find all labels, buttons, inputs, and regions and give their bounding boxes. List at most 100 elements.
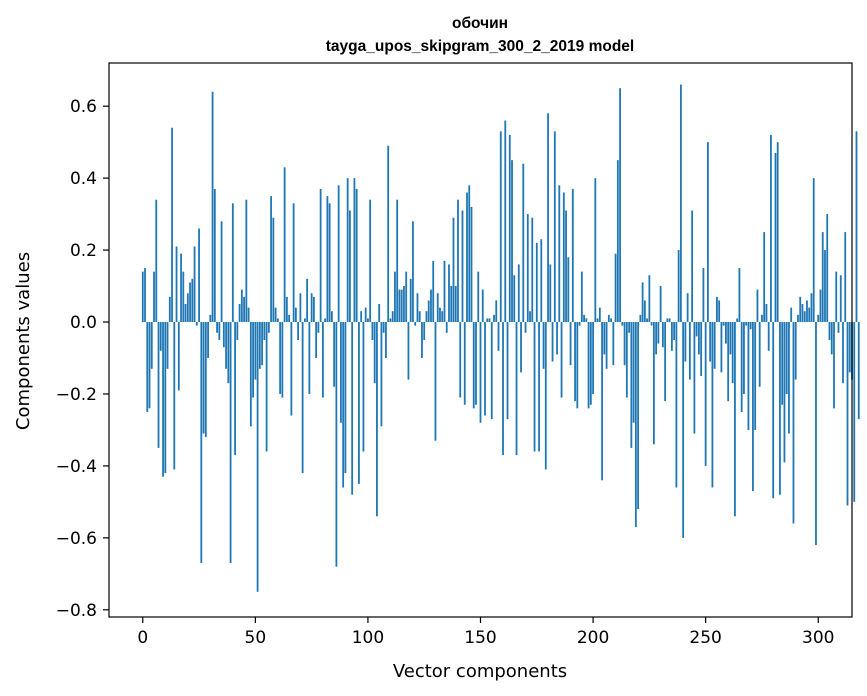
bar-56 — [267, 322, 270, 333]
bar-300 — [817, 314, 820, 323]
y-axis-ticks: −0.8 −0.6 −0.4 −0.2 0.0 0.2 0.4 0.6 — [56, 97, 109, 621]
bar-135 — [445, 322, 448, 333]
bar-82 — [326, 196, 329, 323]
bar-303 — [824, 250, 826, 323]
bar-85 — [333, 322, 336, 387]
bar-202 — [596, 318, 599, 323]
bar-231 — [661, 322, 664, 348]
bar-32 — [213, 188, 216, 323]
bar-239 — [679, 84, 682, 323]
y-tick-label: −0.6 — [56, 529, 97, 549]
bar-138 — [452, 217, 455, 323]
bar-149 — [477, 271, 480, 323]
x-axis-label: Vector components — [393, 661, 567, 682]
bar-262 — [731, 322, 734, 384]
bar-43 — [238, 304, 241, 323]
bar-171 — [526, 214, 529, 323]
bar-183 — [553, 131, 556, 323]
bar-129 — [432, 260, 435, 323]
bar-77 — [315, 322, 318, 358]
bar-182 — [551, 322, 554, 362]
bar-221 — [639, 314, 642, 323]
chart-title-line2: tayga_upos_skipgram_300_2_2019 model — [326, 38, 634, 55]
bar-195 — [580, 271, 583, 323]
bar-111 — [391, 311, 394, 323]
bar-277 — [765, 304, 768, 323]
bar-47 — [247, 307, 250, 323]
bar-237 — [675, 322, 678, 488]
bar-278 — [767, 322, 770, 351]
bar-28 — [204, 322, 207, 438]
bar-79 — [319, 188, 322, 323]
bar-164 — [511, 160, 513, 323]
bar-114 — [398, 289, 401, 323]
bar-100 — [367, 318, 369, 323]
bar-119 — [409, 278, 412, 323]
bar-126 — [425, 311, 428, 323]
bar-247 — [698, 322, 700, 355]
bar-248 — [700, 322, 703, 376]
bar-261 — [729, 322, 732, 355]
bar-159 — [499, 131, 502, 323]
bar-72 — [303, 318, 306, 323]
bar-169 — [522, 163, 525, 323]
bar-224 — [646, 318, 649, 323]
bar-59 — [274, 307, 277, 323]
bar-213 — [621, 322, 624, 326]
bar-52 — [258, 322, 261, 369]
bar-26 — [200, 322, 203, 564]
bar-91 — [346, 178, 349, 323]
bar-46 — [245, 199, 248, 323]
x-tick-label: 200 — [577, 628, 609, 648]
bar-314 — [848, 322, 851, 373]
bar-139 — [454, 286, 457, 323]
bar-74 — [308, 322, 311, 394]
bar-220 — [637, 322, 640, 510]
bar-255 — [716, 296, 718, 323]
bar-290 — [794, 322, 797, 380]
bar-178 — [542, 322, 545, 369]
bar-153 — [486, 318, 489, 323]
bar-245 — [693, 322, 696, 434]
bar-281 — [774, 152, 777, 323]
bar-24 — [195, 322, 198, 326]
bar-110 — [389, 318, 392, 323]
bar-124 — [421, 322, 423, 358]
bar-107 — [382, 322, 385, 333]
bar-207 — [607, 314, 610, 323]
bar-95 — [355, 188, 358, 323]
bar-102 — [371, 322, 374, 340]
bar-175 — [535, 242, 538, 323]
bar-128 — [430, 289, 432, 323]
bar-35 — [220, 221, 223, 323]
bar-103 — [373, 322, 376, 384]
bar-242 — [686, 293, 689, 323]
bar-236 — [673, 322, 676, 340]
bar-89 — [342, 322, 345, 488]
bar-88 — [340, 322, 342, 423]
bar-13 — [171, 127, 173, 323]
bar-55 — [265, 322, 268, 452]
chart-title-line1: обочин — [452, 15, 508, 32]
bar-158 — [497, 322, 500, 351]
bar-69 — [297, 322, 300, 340]
bar-125 — [423, 322, 426, 340]
bar-205 — [603, 322, 606, 355]
bar-25 — [198, 228, 200, 323]
bar-168 — [520, 322, 522, 373]
bar-302 — [821, 232, 824, 323]
bar-113 — [396, 199, 399, 323]
bar-84 — [331, 311, 333, 323]
bar-186 — [560, 322, 563, 398]
bar-146 — [470, 206, 473, 323]
bar-258 — [722, 322, 725, 326]
bar-2 — [146, 322, 149, 412]
bar-244 — [691, 210, 694, 323]
bar-177 — [540, 239, 543, 323]
x-tick-label: 0 — [137, 628, 148, 648]
bar-64 — [285, 296, 288, 323]
bar-295 — [806, 300, 808, 323]
bar-116 — [403, 286, 405, 323]
bar-29 — [207, 322, 209, 358]
bar-49 — [252, 322, 254, 398]
